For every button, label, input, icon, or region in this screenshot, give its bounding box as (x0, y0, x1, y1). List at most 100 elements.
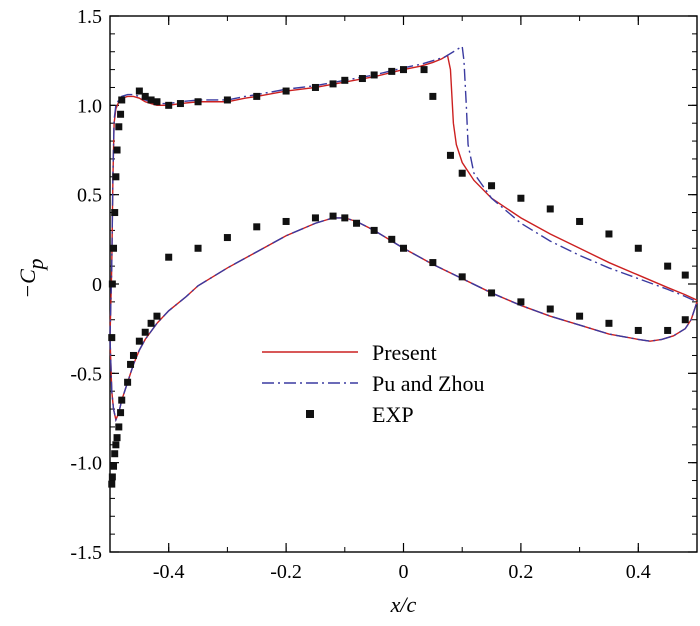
exp-point (110, 462, 118, 470)
legend: Present Pu and Zhou EXP (262, 340, 484, 427)
y-axis-label: −C p (15, 259, 48, 299)
exp-point (111, 450, 119, 458)
exp-point (112, 441, 120, 449)
exp-point (115, 423, 123, 431)
x-tick-label: 0 (399, 561, 409, 583)
exp-point (194, 98, 202, 106)
exp-point (664, 326, 672, 334)
exp-point (129, 351, 137, 359)
y-tick-label: -1.0 (70, 453, 102, 475)
exp-point (282, 217, 290, 225)
exp-point (681, 316, 689, 324)
x-tick-label: -0.4 (153, 561, 185, 583)
exp-point (605, 319, 613, 327)
y-tick-label: 1.0 (77, 95, 102, 117)
exp-point (681, 271, 689, 279)
exp-point (311, 83, 319, 91)
exp-point (353, 219, 361, 227)
exp-point (108, 480, 116, 488)
x-tick-label: -0.2 (270, 561, 302, 583)
exp-point (605, 230, 613, 238)
exp-point (118, 396, 126, 404)
exp-point (141, 328, 149, 336)
exp-point (108, 334, 116, 342)
exp-point (282, 87, 290, 95)
exp-point (113, 146, 121, 154)
exp-point (576, 312, 584, 320)
exp-point (634, 244, 642, 252)
exp-point (165, 253, 173, 261)
exp-point (147, 319, 155, 327)
exp-point (664, 262, 672, 270)
exp-point (135, 337, 143, 345)
exp-point (546, 205, 554, 213)
legend-label-present: Present (372, 340, 437, 365)
plot-frame (109, 15, 698, 553)
x-tick-label: 0.4 (626, 561, 651, 583)
x-tick-label: 0.2 (508, 561, 533, 583)
legend-swatch-exp (306, 410, 314, 418)
exp-point (176, 100, 184, 108)
exp-point (127, 360, 135, 368)
exp-point (147, 96, 155, 104)
y-tick-label: -1.5 (70, 542, 102, 564)
present-upper-line (109, 54, 698, 338)
exp-point (194, 244, 202, 252)
exp-point (311, 214, 319, 222)
exp-point (117, 110, 125, 118)
exp-point (112, 173, 120, 181)
exp-point (115, 123, 123, 131)
legend-label-exp: EXP (372, 402, 414, 427)
exp-point (429, 259, 437, 267)
y-tick-label: 1.5 (77, 6, 102, 28)
y-tick-label: 0.5 (77, 185, 102, 207)
exp-point (108, 473, 116, 481)
y-tick-label: 0 (92, 274, 102, 296)
exp-point (429, 92, 437, 100)
exp-point (488, 182, 496, 190)
exp-point (111, 209, 119, 217)
exp-point (108, 280, 116, 288)
exp-point (634, 326, 642, 334)
y-axis-label-main: −C (15, 269, 40, 299)
exp-point (458, 169, 466, 177)
exp-point (341, 76, 349, 84)
exp-markers (108, 66, 689, 488)
exp-point (153, 98, 161, 106)
exp-point (458, 273, 466, 281)
exp-point (110, 244, 118, 252)
exp-point (420, 66, 428, 74)
pu-and-zhou-upper-line (109, 45, 698, 338)
exp-point (388, 67, 396, 75)
exp-point (576, 217, 584, 225)
exp-point (517, 194, 525, 202)
exp-point (517, 298, 525, 306)
exp-point (223, 96, 231, 104)
exp-point (329, 212, 337, 220)
exp-point (400, 244, 407, 252)
exp-point (253, 92, 261, 100)
x-axis-label: x/c (390, 592, 417, 617)
exp-point (358, 75, 366, 83)
exp-point (165, 101, 173, 109)
exp-point (370, 226, 378, 234)
y-tick-label: -0.5 (70, 363, 102, 385)
exp-point (329, 80, 337, 88)
exp-point (117, 409, 125, 417)
x-axis-ticks: -0.4 -0.2 0 0.2 0.4 (109, 16, 698, 583)
exp-point (153, 312, 161, 320)
exp-point (118, 96, 126, 104)
y-axis-ticks: -1.5 -1.0 -0.5 0 0.5 1.0 1.5 (70, 6, 697, 564)
exp-point (253, 223, 261, 231)
exp-point (113, 434, 121, 442)
exp-point (223, 234, 231, 242)
exp-point (488, 289, 496, 297)
exp-point (124, 378, 132, 386)
legend-label-pu-and-zhou: Pu and Zhou (372, 371, 484, 396)
exp-point (446, 151, 454, 159)
exp-point (135, 87, 143, 95)
y-axis-label-subscript: p (23, 259, 48, 272)
exp-point (370, 71, 378, 79)
exp-point (546, 305, 554, 313)
